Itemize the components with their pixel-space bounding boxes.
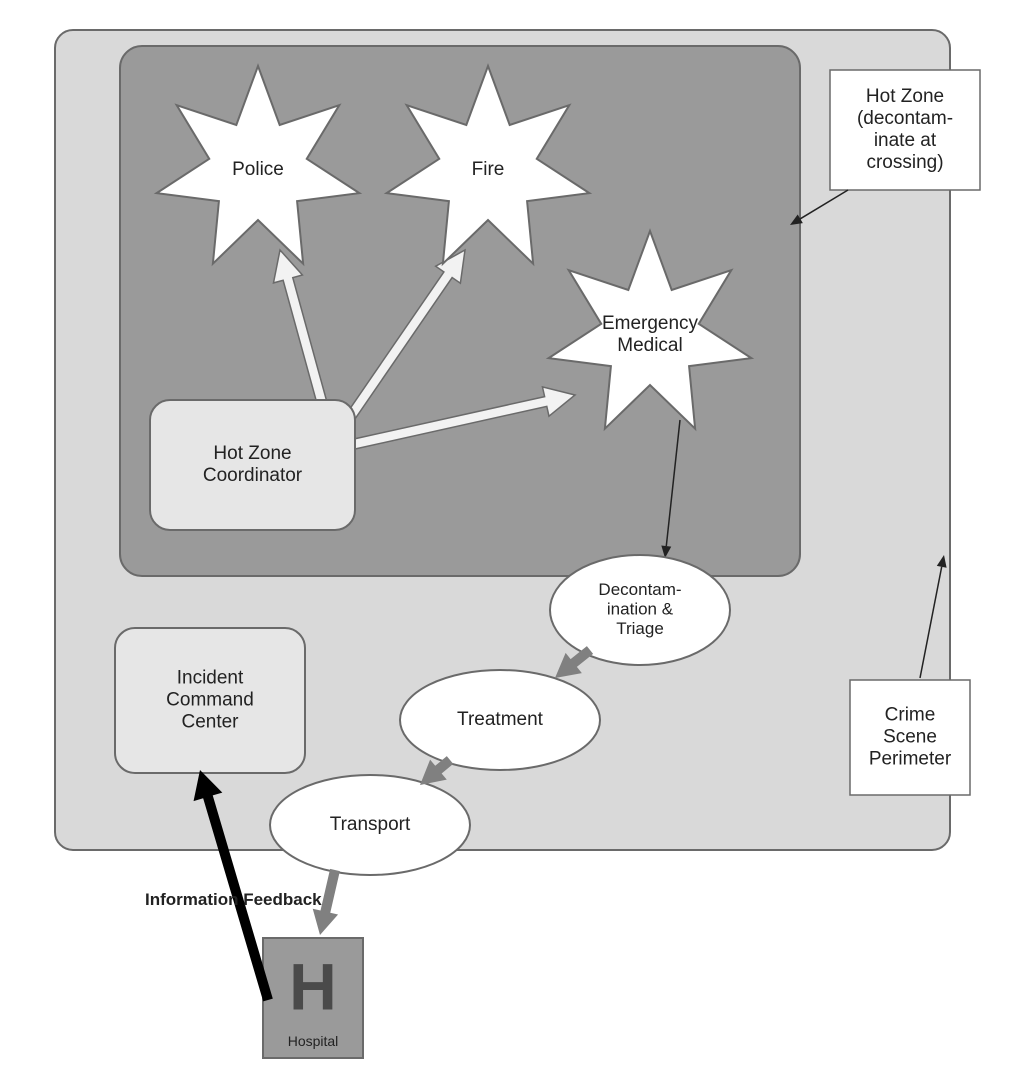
crime-scene-callout-label: Scene [883, 727, 937, 748]
fire-label: Fire [472, 159, 505, 180]
decon-label: Triage [616, 619, 664, 638]
information-feedback-label: Information Feedback [145, 890, 322, 909]
treatment-label: Treatment [457, 709, 544, 730]
hot-zone-callout-label: Hot Zone [866, 86, 944, 107]
hot-zone-callout-label: crossing) [866, 152, 943, 173]
incident-command-center-label: Center [181, 711, 239, 732]
crime-scene-callout-label: Perimeter [869, 748, 952, 769]
hot-zone-callout-label: inate at [874, 130, 937, 151]
incident-command-center-label: Command [166, 690, 254, 711]
hospital-label: Hospital [288, 1033, 339, 1049]
emergency-label: Emergency [602, 313, 699, 334]
decon-label: Decontam- [598, 580, 681, 599]
hot-zone-coordinator-label: Hot Zone [213, 443, 291, 464]
decon-label: ination & [607, 599, 674, 618]
hospital-h-icon: H [289, 949, 337, 1023]
hot-zone-coordinator-label: Coordinator [203, 465, 303, 486]
incident-command-center-label: Incident [177, 668, 244, 689]
emergency-label: Medical [617, 335, 682, 356]
hot-zone-callout-label: (decontam- [857, 108, 953, 129]
police-label: Police [232, 159, 284, 180]
transport-label: Transport [330, 814, 411, 835]
crime-scene-callout-label: Crime [885, 705, 936, 726]
